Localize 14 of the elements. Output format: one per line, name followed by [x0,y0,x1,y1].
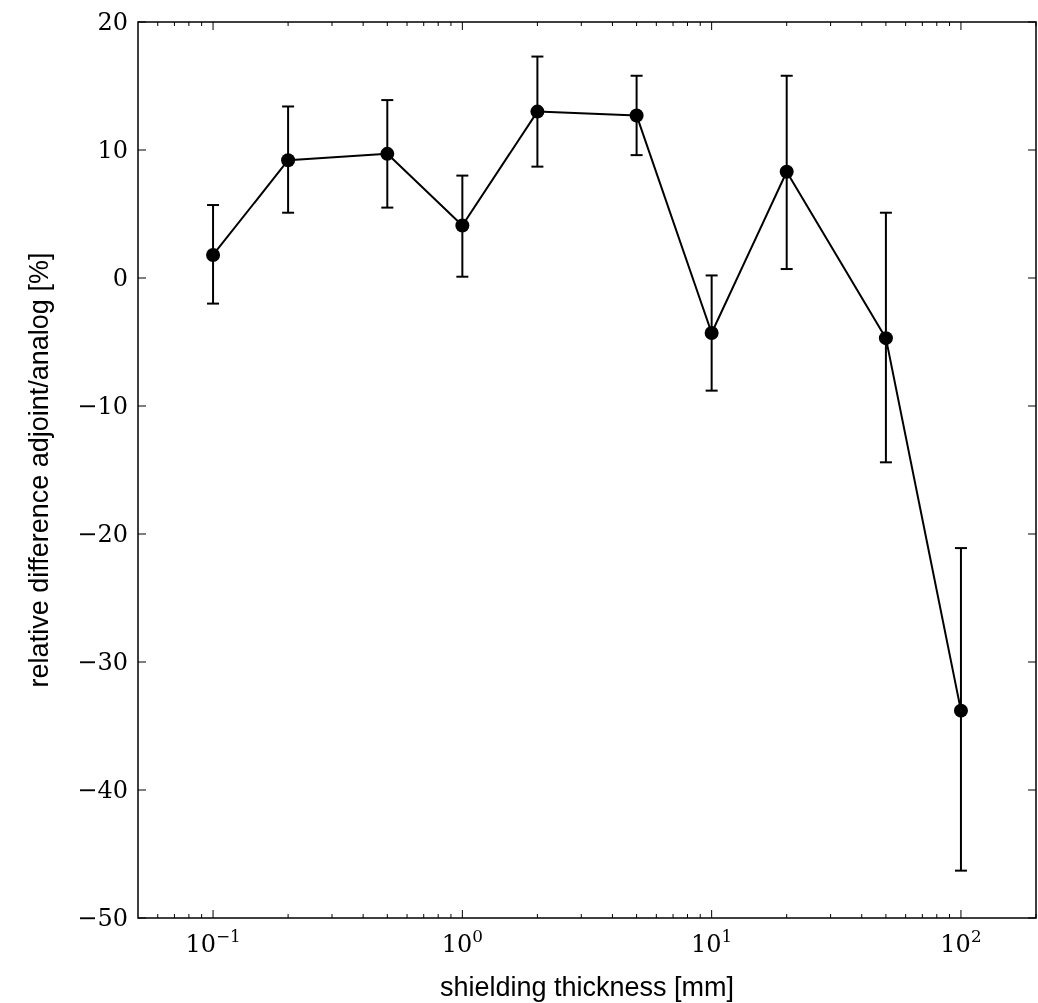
y-tick-label: −10 [77,392,128,420]
y-tick-label: −40 [77,776,128,804]
y-tick-label: −20 [77,520,128,548]
y-tick-label: 10 [97,136,128,164]
x-tick-label: 10$^{1}$ [691,926,733,958]
x-axis-title: shielding thickness [mm] [439,972,735,1002]
y-tick-label: −30 [77,648,128,676]
y-tick-label: 0 [112,264,128,292]
x-tick-label: 10$^{0}$ [441,926,483,958]
y-tick-label: 20 [97,8,128,36]
y-axis-title: relative difference adjoint/analog [%] [24,252,54,688]
x-tick-label: 10$^{−1}$ [185,926,241,958]
x-tick-label: 10$^{2}$ [940,926,982,958]
y-tick-label: −50 [77,904,128,932]
